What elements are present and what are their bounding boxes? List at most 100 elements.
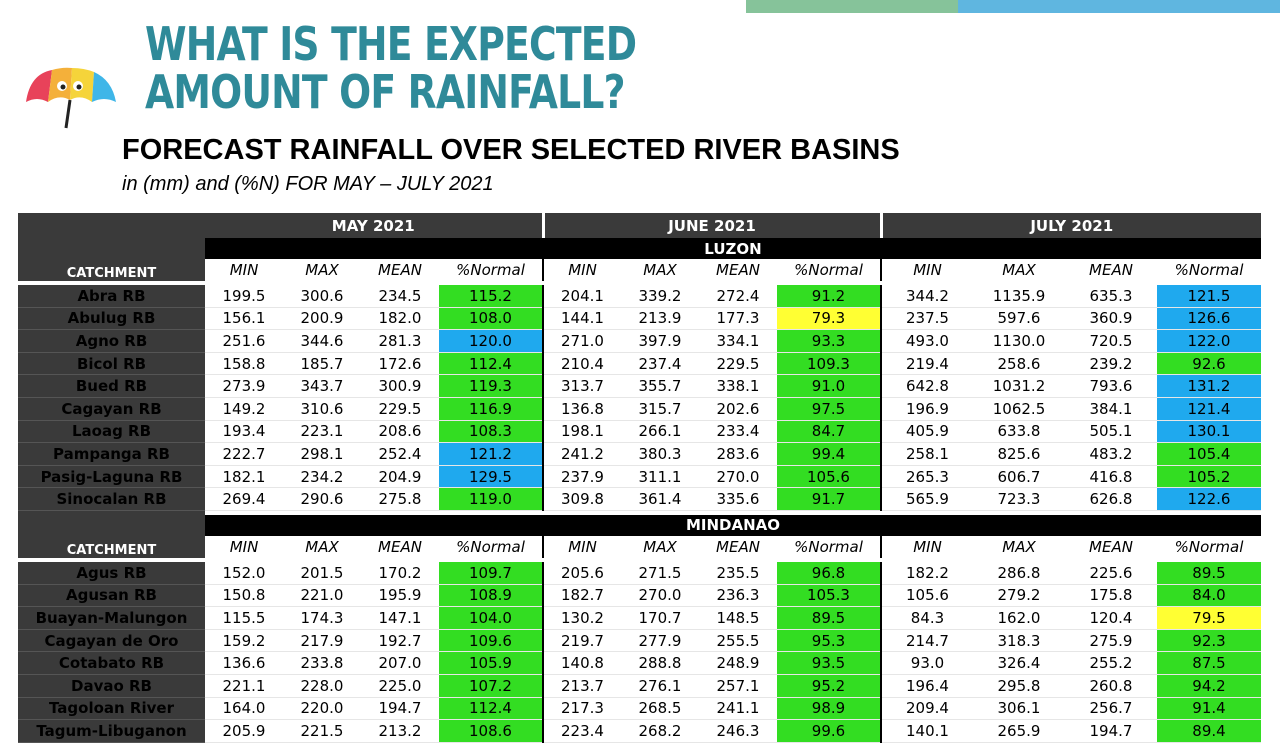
column-header: MAX [973,535,1065,558]
min-value: 204.1 [542,285,621,308]
percent-normal-value: 89.4 [1157,719,1261,743]
column-header: MEAN [1065,535,1157,558]
max-value: 361.4 [621,487,699,511]
min-value: 193.4 [205,420,283,444]
min-value: 205.9 [205,719,283,743]
percent-normal-value: 105.9 [439,651,543,675]
column-header: MEAN [699,259,777,281]
mean-value: 483.2 [1065,442,1157,466]
column-header: %Normal [777,259,881,281]
min-value: 222.7 [205,442,283,466]
header-gap [18,557,1261,562]
catchment-separator [18,510,205,515]
min-value: 199.5 [205,285,283,308]
mean-value: 208.6 [361,420,439,444]
catchment-label: CATCHMENT [18,259,205,281]
max-value: 295.8 [973,674,1065,698]
basin-row: Agno RB 251.6 344.6 281.3 120.0 271.0 397.9 334… [18,329,1261,353]
mean-value: 275.8 [361,487,439,511]
percent-normal-value: 126.6 [1157,307,1261,331]
percent-normal-value: 115.2 [439,285,543,308]
percent-normal-value: 79.5 [1157,606,1261,630]
mean-value: 147.1 [361,606,439,630]
mean-value: 255.5 [699,629,777,653]
max-value: 326.4 [973,651,1065,675]
min-value: 156.1 [205,307,283,331]
column-header: %Normal [439,259,543,281]
mean-value: 194.7 [361,697,439,721]
max-value: 217.9 [283,629,361,653]
basin-row: Abulug RB 156.1 200.9 182.0 108.0 144.1 213.9 1… [18,307,1261,331]
basin-name: Pasig-Laguna RB [18,465,205,489]
max-value: 344.6 [283,329,361,353]
max-value: 279.2 [973,584,1065,608]
mean-value: 229.5 [361,397,439,421]
region-separator [18,510,1261,515]
mean-value: 175.8 [1065,584,1157,608]
percent-normal-value: 121.4 [1157,397,1261,421]
basin-name: Abra RB [18,285,205,308]
min-value: 136.6 [205,651,283,675]
percent-normal-value: 91.2 [777,285,881,308]
column-header: MAX [621,259,699,281]
max-value: 233.8 [283,651,361,675]
max-value: 276.1 [621,674,699,698]
min-value: 237.5 [880,307,973,331]
min-value: 344.2 [880,285,973,308]
min-value: 642.8 [880,374,973,398]
min-value: 196.9 [880,397,973,421]
percent-normal-value: 105.4 [1157,442,1261,466]
max-value: 221.0 [283,584,361,608]
basin-name: Abulug RB [18,307,205,331]
top-accent-bar-blue [958,0,1280,13]
percent-normal-value: 119.0 [439,487,543,511]
min-value: 258.1 [880,442,973,466]
catchment-header-corner [18,213,205,238]
max-value: 298.1 [283,442,361,466]
page-title: WHAT IS THE EXPECTED AMOUNT OF RAINFALL? [145,20,637,116]
max-value: 306.1 [973,697,1065,721]
min-value: 309.8 [542,487,621,511]
max-value: 220.0 [283,697,361,721]
mean-value: 204.9 [361,465,439,489]
mean-value: 239.2 [1065,352,1157,376]
basin-name: Tagoloan River [18,697,205,721]
min-value: 152.0 [205,561,283,585]
mean-value: 338.1 [699,374,777,398]
min-value: 223.4 [542,719,621,743]
mean-value: 335.6 [699,487,777,511]
mean-value: 300.9 [361,374,439,398]
max-value: 339.2 [621,285,699,308]
min-value: 210.4 [542,352,621,376]
min-value: 140.8 [542,651,621,675]
max-value: 1135.9 [973,285,1065,308]
umbrella-icon [26,67,116,129]
basin-row: Agus RB 152.0 201.5 170.2 109.7 205.6 271.5 235… [18,561,1261,585]
mean-value: 270.0 [699,465,777,489]
basin-row: Pampanga RB 222.7 298.1 252.4 121.2 241.2 380.… [18,442,1261,466]
column-header: MAX [283,259,361,281]
mean-value: 241.1 [699,697,777,721]
column-header: MIN [205,259,283,281]
max-value: 268.2 [621,719,699,743]
mean-value: 202.6 [699,397,777,421]
max-value: 315.7 [621,397,699,421]
month-header-row: MAY 2021 JUNE 2021 JULY 2021 [18,213,1261,238]
basin-row: Pasig-Laguna RB 182.1 234.2 204.9 129.5 237.9… [18,465,1261,489]
basin-row: Bued RB 273.9 343.7 300.9 119.3 313.7 355.7 338… [18,374,1261,398]
basin-name: Laoag RB [18,420,205,444]
min-value: 565.9 [880,487,973,511]
min-value: 219.4 [880,352,973,376]
max-value: 825.6 [973,442,1065,466]
top-accent-bar-green [746,0,958,13]
mean-value: 283.6 [699,442,777,466]
max-value: 185.7 [283,352,361,376]
min-value: 144.1 [542,307,621,331]
max-value: 223.1 [283,420,361,444]
column-header: MAX [973,259,1065,281]
max-value: 1031.2 [973,374,1065,398]
region-label: LUZON [205,238,1261,259]
max-value: 343.7 [283,374,361,398]
percent-normal-value: 96.8 [777,561,881,585]
header-gap-cell [18,281,1261,285]
